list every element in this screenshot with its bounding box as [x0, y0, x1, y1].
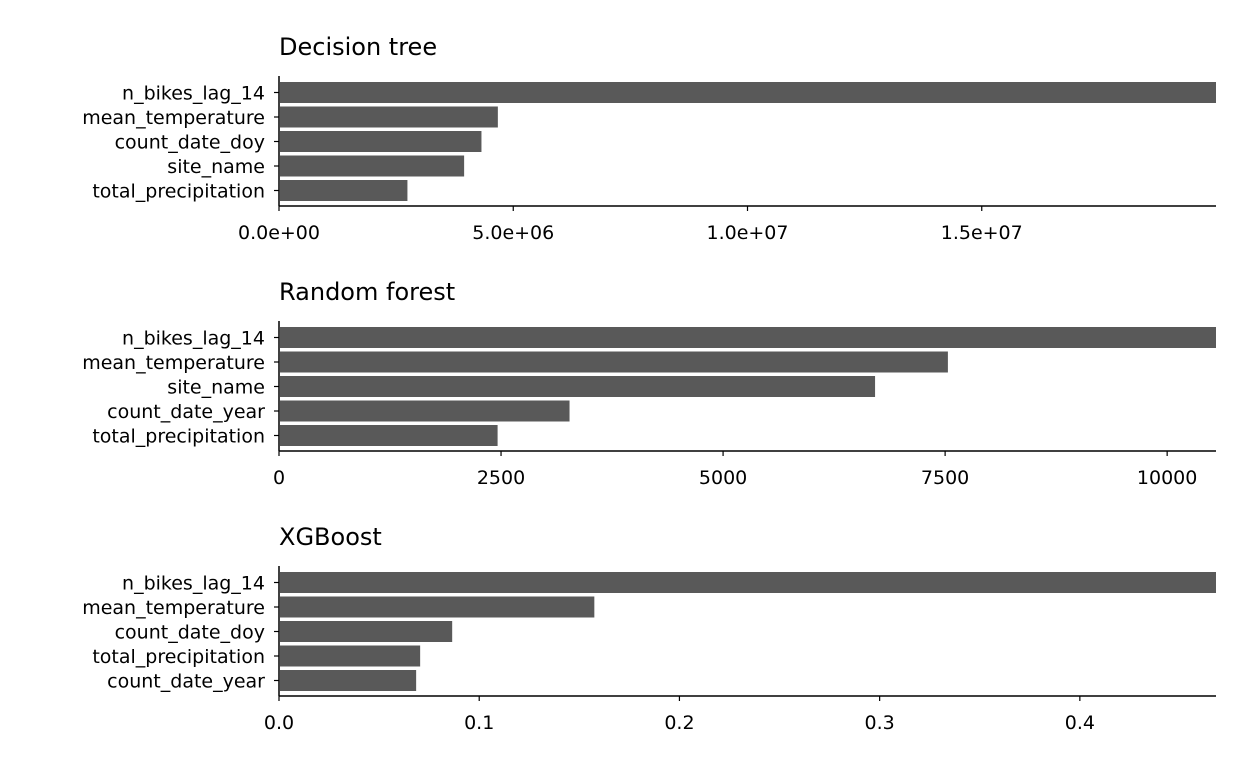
- bar: [280, 155, 465, 177]
- panel-title: Decision tree: [279, 33, 437, 61]
- category-label: total_precipitation: [92, 426, 265, 448]
- category-label: count_date_doy: [115, 132, 265, 154]
- x-tick-label: 0.0e+00: [238, 222, 320, 244]
- category-label: total_precipitation: [92, 181, 265, 203]
- bar: [280, 180, 408, 201]
- bar: [280, 425, 498, 446]
- x-tick-label: 0.2: [664, 712, 694, 734]
- bar: [280, 327, 1216, 348]
- bar: [280, 106, 498, 128]
- bar: [280, 131, 482, 152]
- category-label: n_bikes_lag_14: [122, 573, 265, 595]
- x-tick-label: 1.0e+07: [706, 222, 788, 244]
- bar: [280, 82, 1216, 103]
- panel-title: Random forest: [279, 278, 455, 306]
- category-label: count_date_year: [107, 671, 265, 693]
- panel-title: XGBoost: [279, 523, 382, 551]
- category-label: mean_temperature: [82, 352, 265, 374]
- x-tick-label: 1.5e+07: [941, 222, 1023, 244]
- chart-panel-2: Random forest n_bikes_lag_14mean_temperat…: [82, 278, 1216, 489]
- category-label: count_date_year: [107, 401, 265, 423]
- bar: [280, 621, 453, 642]
- x-tick-label: 5000: [699, 467, 747, 489]
- category-label: site_name: [167, 377, 265, 399]
- category-label: mean_temperature: [82, 107, 265, 129]
- bar: [280, 351, 948, 373]
- category-label: count_date_doy: [115, 622, 265, 644]
- x-tick-label: 0.0: [264, 712, 294, 734]
- category-label: total_precipitation: [92, 646, 265, 668]
- bar: [280, 645, 421, 667]
- x-tick-label: 0.3: [865, 712, 895, 734]
- x-tick-label: 2500: [477, 467, 525, 489]
- bar: [280, 670, 417, 691]
- bar: [280, 572, 1216, 593]
- x-tick-label: 10000: [1137, 467, 1197, 489]
- bar: [280, 376, 876, 397]
- bar: [280, 400, 570, 422]
- category-label: site_name: [167, 156, 265, 178]
- chart-panel-1: Decision tree n_bikes_lag_14mean_temperat…: [82, 33, 1216, 244]
- x-tick-label: 0.4: [1065, 712, 1095, 734]
- bar: [280, 596, 595, 618]
- x-tick-label: 5.0e+06: [472, 222, 554, 244]
- category-label: mean_temperature: [82, 597, 265, 619]
- x-tick-label: 0.1: [464, 712, 494, 734]
- category-label: n_bikes_lag_14: [122, 328, 265, 350]
- x-tick-label: 7500: [921, 467, 969, 489]
- x-tick-label: 0: [273, 467, 285, 489]
- chart-panel-3: XGBoost n_bikes_lag_14mean_temperaturecou…: [82, 523, 1216, 734]
- category-label: n_bikes_lag_14: [122, 83, 265, 105]
